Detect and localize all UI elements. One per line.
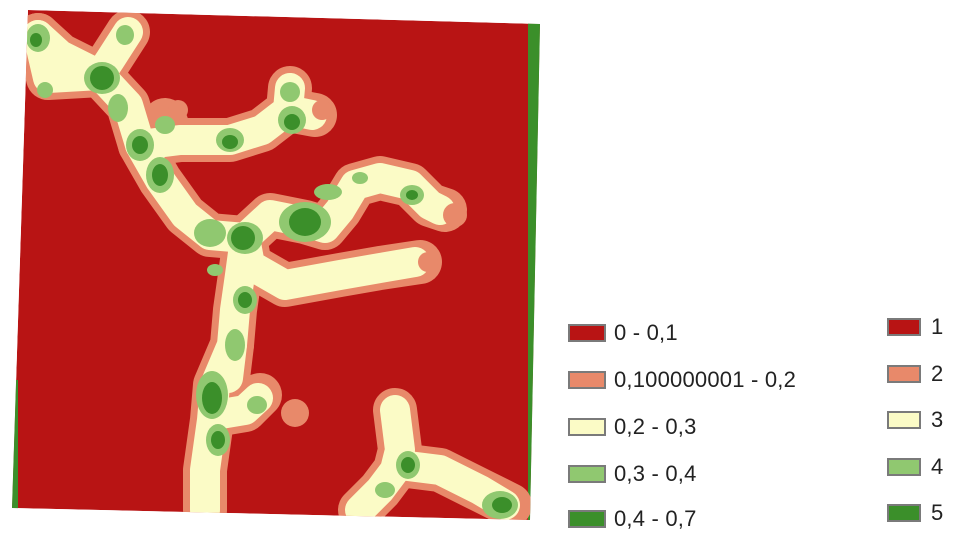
legend-label: 4 [931, 454, 944, 479]
legend-item: 1 [887, 312, 943, 342]
legend-label: 1 [931, 314, 944, 339]
legend-label: 0 - 0,1 [614, 320, 678, 345]
legend-label: 5 [931, 500, 944, 525]
legend-label: 0,100000001 - 0,2 [614, 367, 796, 392]
legend-label: 0,4 - 0,7 [614, 506, 697, 531]
legend-item: 0,100000001 - 0,2 [568, 365, 796, 395]
legend-swatch [568, 371, 606, 389]
legend-item: 0,3 - 0,4 [568, 459, 697, 489]
classified-raster [12, 10, 540, 520]
raster-map [12, 10, 540, 520]
legend-item: 0 - 0,1 [568, 318, 678, 348]
legend-item: 2 [887, 359, 943, 389]
legend-swatch [568, 465, 606, 483]
legend-label: 0,3 - 0,4 [614, 461, 697, 486]
legend-item: 5 [887, 498, 943, 528]
legend-swatch [887, 458, 921, 476]
legend-swatch [568, 418, 606, 436]
legend-label: 2 [931, 361, 944, 386]
legend-swatch [887, 504, 921, 522]
class-2-blob [168, 100, 188, 120]
legend-swatch [568, 510, 606, 528]
legend-swatch [887, 318, 921, 336]
legend-item: 0,4 - 0,7 [568, 504, 697, 534]
legend-item: 0,2 - 0,3 [568, 412, 697, 442]
legend-swatch [568, 324, 606, 342]
class-2-blob [281, 399, 309, 427]
legend-label: 3 [931, 407, 944, 432]
class-5-zone [30, 33, 512, 513]
edge-strip-right [528, 20, 540, 520]
class-2-blob [443, 203, 467, 227]
legend-swatch [887, 365, 921, 383]
legend-item: 4 [887, 452, 943, 482]
legend-label: 0,2 - 0,3 [614, 414, 697, 439]
legend-item: 3 [887, 405, 943, 435]
class-2-blob [312, 100, 332, 120]
edge-strip-left [12, 380, 18, 520]
legend-swatch [887, 411, 921, 429]
class-2-blob [418, 252, 438, 272]
